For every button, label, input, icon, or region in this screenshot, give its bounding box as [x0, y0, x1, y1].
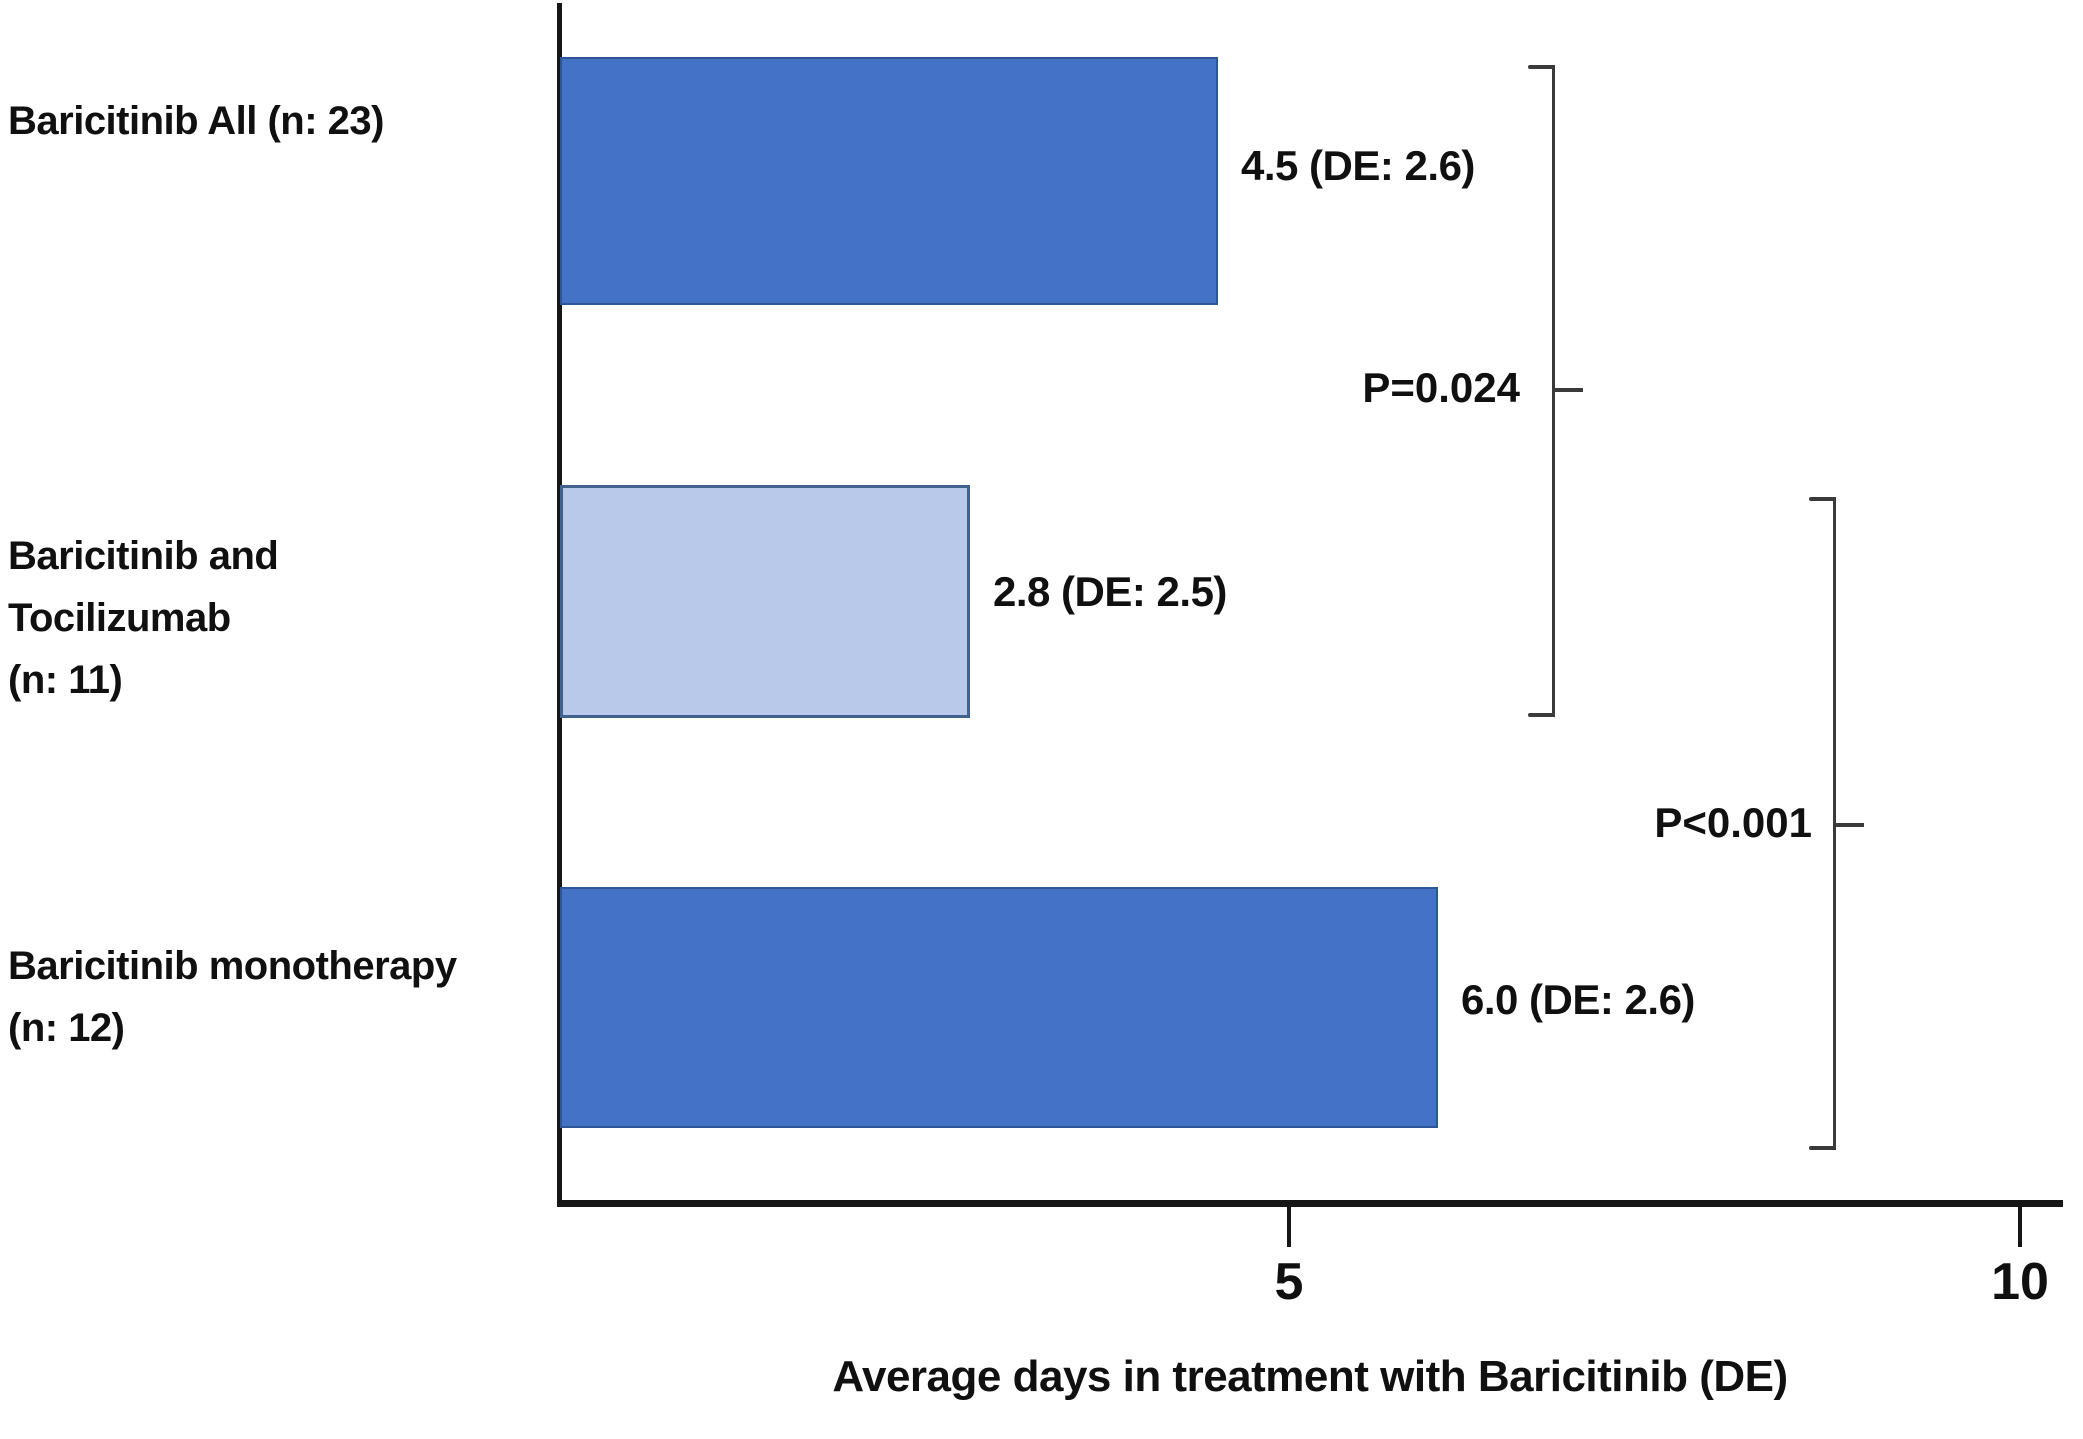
category-label-baricitinib-tocilizumab: Baricitinib and Tocilizumab (n: 11) [8, 525, 488, 711]
bracket-tick [1555, 388, 1583, 392]
bracket-cap [1809, 497, 1836, 501]
x-tick-label-10: 10 [1991, 1253, 2049, 1311]
x-axis-line [557, 1200, 2063, 1207]
category-label-line: (n: 12) [8, 1006, 125, 1050]
value-label-baricitinib-all: 4.5 (DE: 2.6) [1241, 142, 1475, 189]
significance-bracket-2 [1808, 497, 1864, 1150]
x-tick-10 [2018, 1207, 2022, 1247]
category-label-baricitinib-all: Baricitinib All (n: 23) [8, 90, 488, 152]
category-label-line: Baricitinib monotherapy [8, 944, 457, 988]
category-label-line: Baricitinib All (n: 23) [8, 99, 384, 143]
value-label-baricitinib-monotherapy: 6.0 (DE: 2.6) [1461, 976, 1695, 1023]
y-axis-line [557, 3, 562, 1205]
bracket-tick [1836, 823, 1864, 827]
bracket-cap [1528, 713, 1555, 717]
bracket-cap [1809, 1146, 1836, 1150]
p-value-label-1: P=0.024 [1362, 364, 1520, 411]
category-label-line: (n: 11) [8, 658, 123, 702]
bar-baricitinib-monotherapy [560, 887, 1438, 1128]
bracket-line [1833, 497, 1836, 1150]
bracket-line [1552, 65, 1555, 717]
bar-baricitinib-tocilizumab [560, 485, 970, 718]
value-label-baricitinib-tocilizumab: 2.8 (DE: 2.5) [993, 568, 1227, 615]
category-label-line: Baricitinib and Tocilizumab [8, 534, 279, 640]
x-tick-5 [1287, 1207, 1291, 1247]
p-value-label-2: P<0.001 [1654, 799, 1812, 846]
category-label-baricitinib-monotherapy: Baricitinib monotherapy (n: 12) [8, 935, 488, 1059]
bracket-cap [1528, 65, 1555, 69]
significance-bracket-1 [1527, 65, 1583, 717]
bar-baricitinib-all [560, 57, 1218, 305]
x-axis-title: Average days in treatment with Baricitin… [832, 1352, 1788, 1401]
x-tick-label-5: 5 [1274, 1253, 1304, 1311]
